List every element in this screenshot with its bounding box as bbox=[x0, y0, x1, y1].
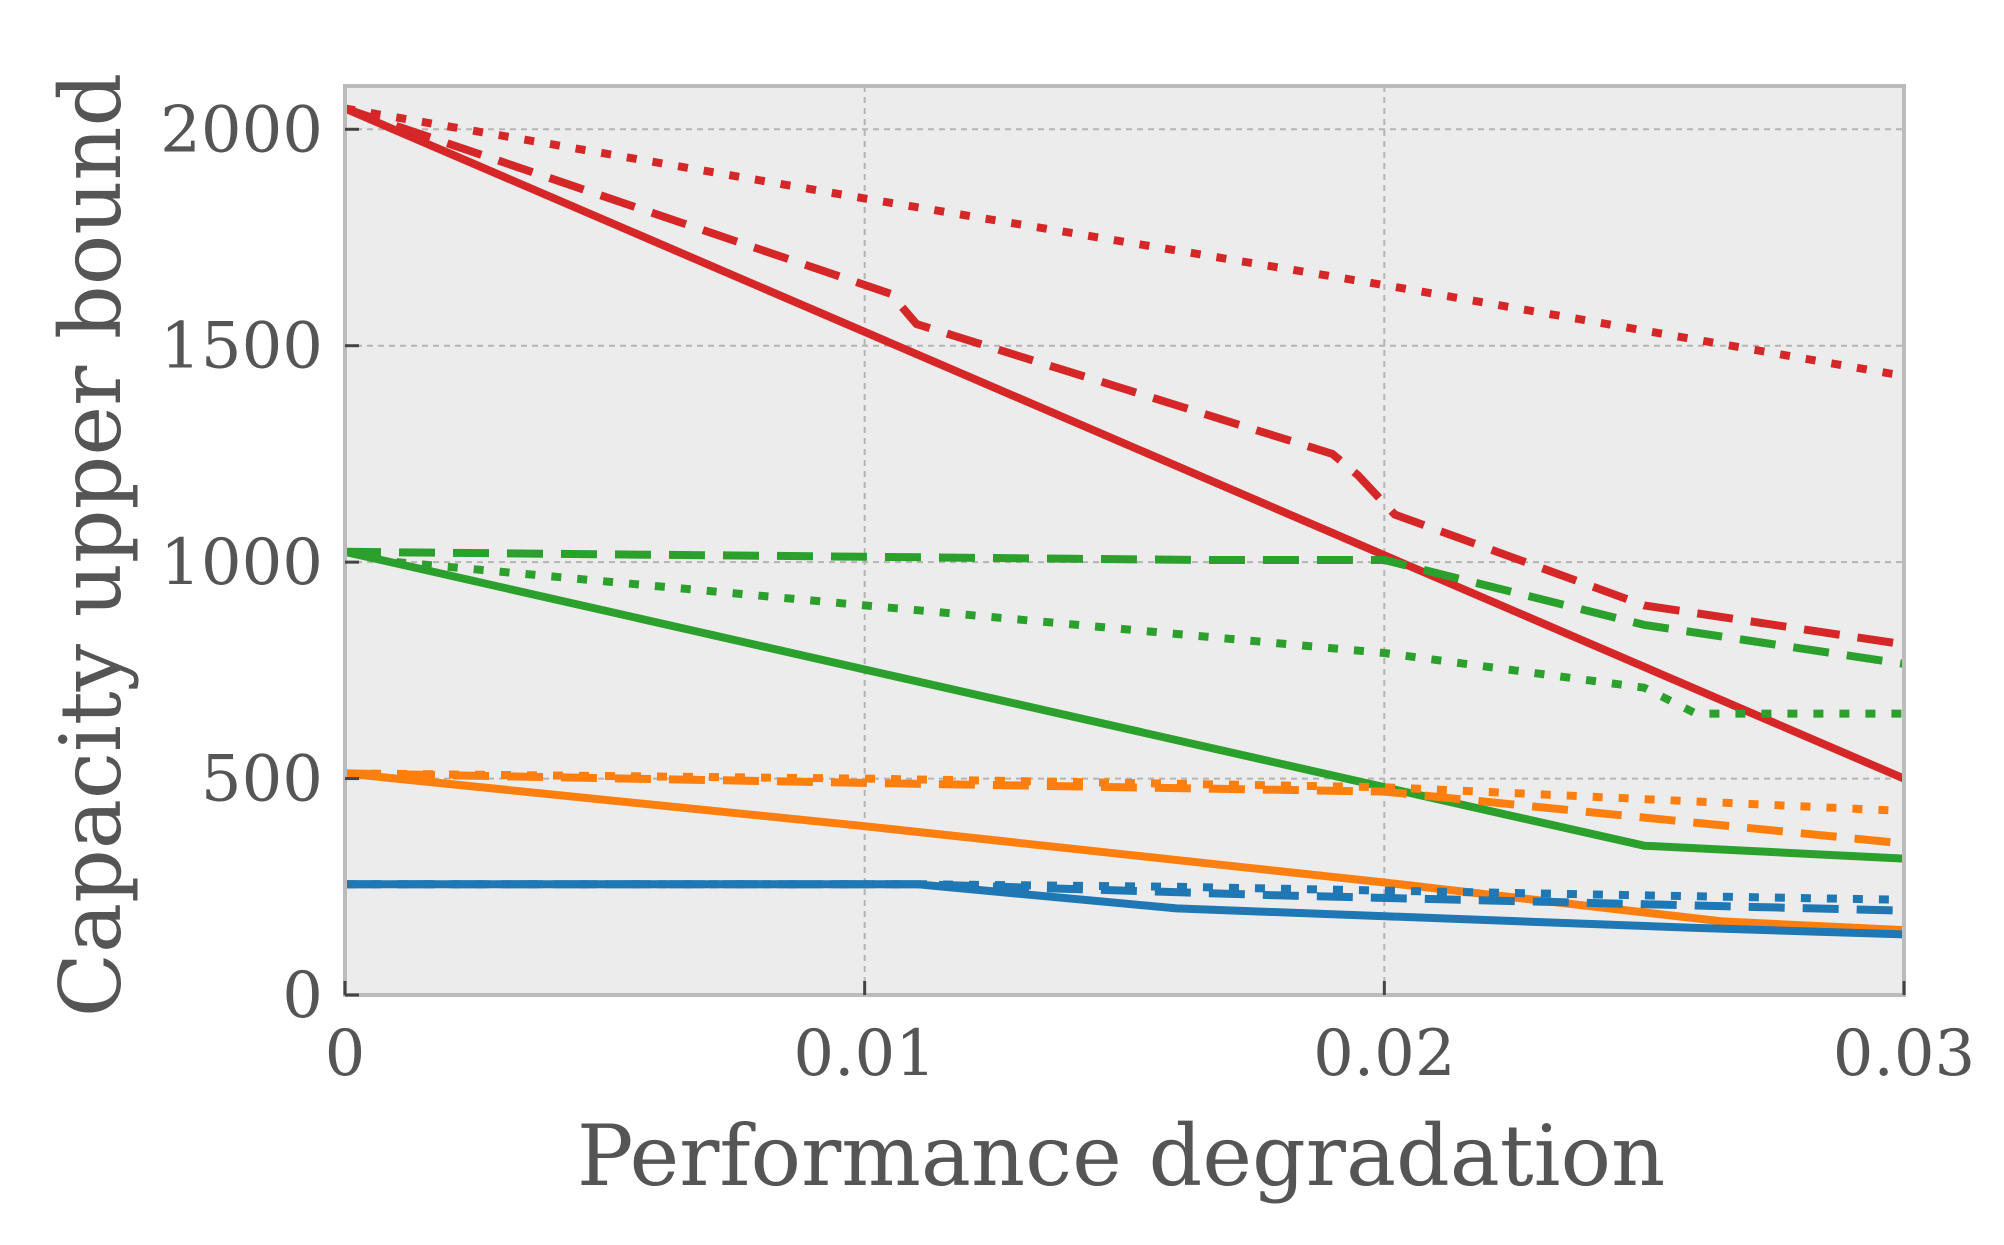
x-tick-label: 0.01 bbox=[793, 1017, 936, 1091]
series-line-orange-dashed bbox=[344, 769, 1905, 848]
x-tick-label: 0.03 bbox=[1833, 1017, 1976, 1091]
y-tick-label: 2000 bbox=[160, 93, 323, 167]
series-line-green-dotted bbox=[344, 547, 1904, 718]
x-axis-title: Performance degradation bbox=[577, 1107, 1665, 1205]
x-tick-label: 0.02 bbox=[1313, 1017, 1456, 1091]
y-tick-label: 1500 bbox=[160, 310, 323, 384]
y-tick-label: 1000 bbox=[160, 526, 323, 600]
series-line-green-solid bbox=[344, 547, 1905, 863]
series-line-orange-solid bbox=[344, 769, 1905, 935]
series-line-green-dashed bbox=[344, 547, 1905, 668]
y-tick-label: 500 bbox=[201, 743, 323, 817]
y-tick-label: 0 bbox=[282, 959, 323, 1033]
y-axis-title: Capacity upper bound bbox=[42, 73, 140, 1018]
series-line-red-solid bbox=[343, 104, 1906, 783]
plot-frame bbox=[343, 84, 1906, 997]
series-line-red-dotted bbox=[344, 104, 1905, 380]
series-line-blue-dotted bbox=[345, 880, 1905, 904]
series-line-blue-dashed bbox=[345, 880, 1905, 915]
x-tick-label: 0 bbox=[325, 1017, 366, 1091]
plot-area bbox=[345, 86, 1904, 995]
series-line-red-dashed bbox=[343, 104, 1905, 649]
